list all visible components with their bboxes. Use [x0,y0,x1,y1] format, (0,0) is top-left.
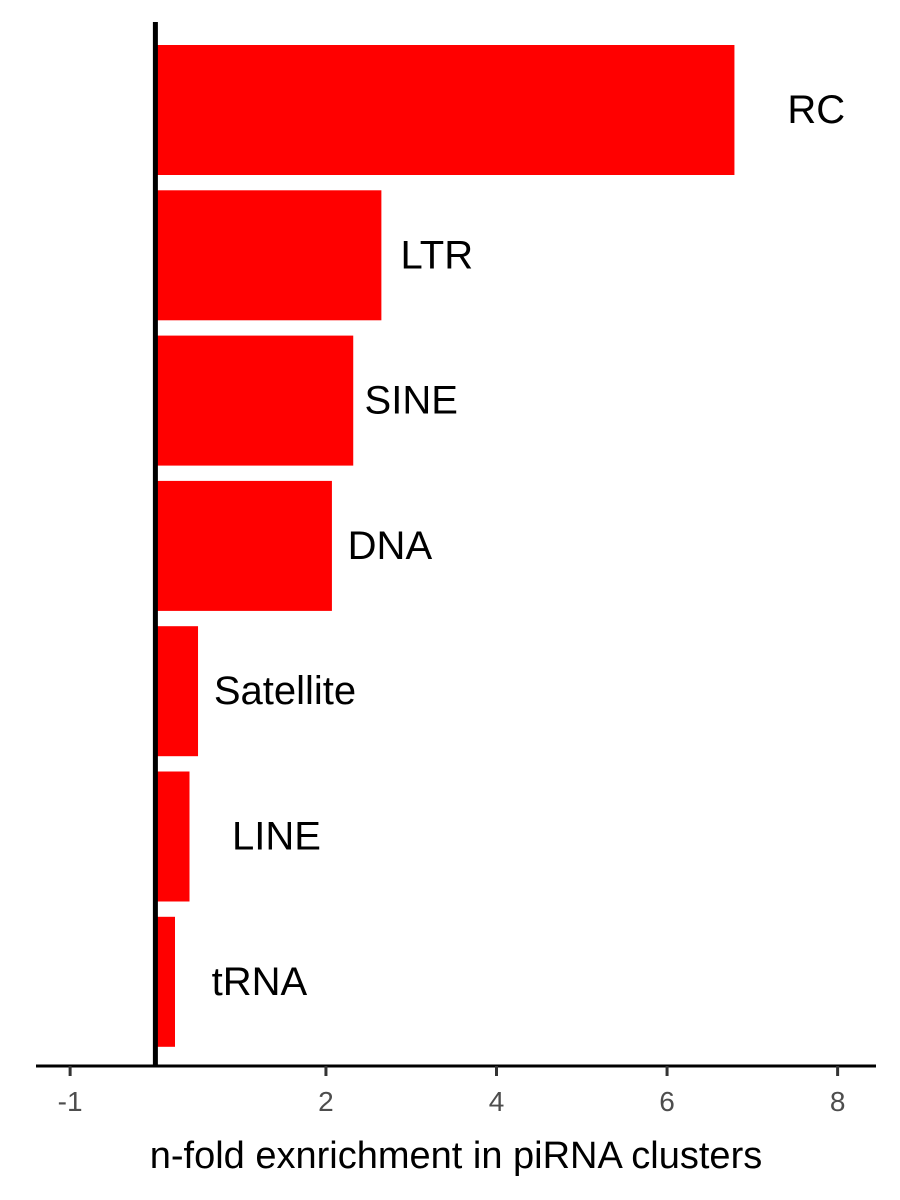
x-tick-label: 8 [830,1086,846,1117]
bar-rc [155,45,735,175]
bar-label-rc: RC [787,88,845,132]
bar-label-line: LINE [232,815,321,859]
x-tick-label: 4 [489,1086,505,1117]
x-tick-label: -1 [58,1086,83,1117]
x-axis-title: n-fold exnrichment in piRNA clusters [150,1135,762,1177]
x-axis-ticks: -1 2 4 6 8 [58,1066,846,1117]
bar-line [155,771,190,902]
bar-label-ltr: LTR [401,233,474,277]
bar-label-dna: DNA [348,524,433,568]
x-tick-label: 2 [318,1086,334,1117]
bar-labels: RC LTR SINE DNA Satellite LINE tRNA [212,88,846,1004]
bars [155,45,735,1047]
bar-label-trna: tRNA [212,960,308,1004]
bar-sine [155,335,354,466]
bar-trna [155,916,176,1047]
bar-label-sine: SINE [365,379,458,423]
bar-label-satellite: Satellite [214,669,356,713]
bar-satellite [155,626,199,757]
bar-dna [155,480,332,611]
x-tick-label: 6 [659,1086,675,1117]
bar-ltr [155,190,382,321]
